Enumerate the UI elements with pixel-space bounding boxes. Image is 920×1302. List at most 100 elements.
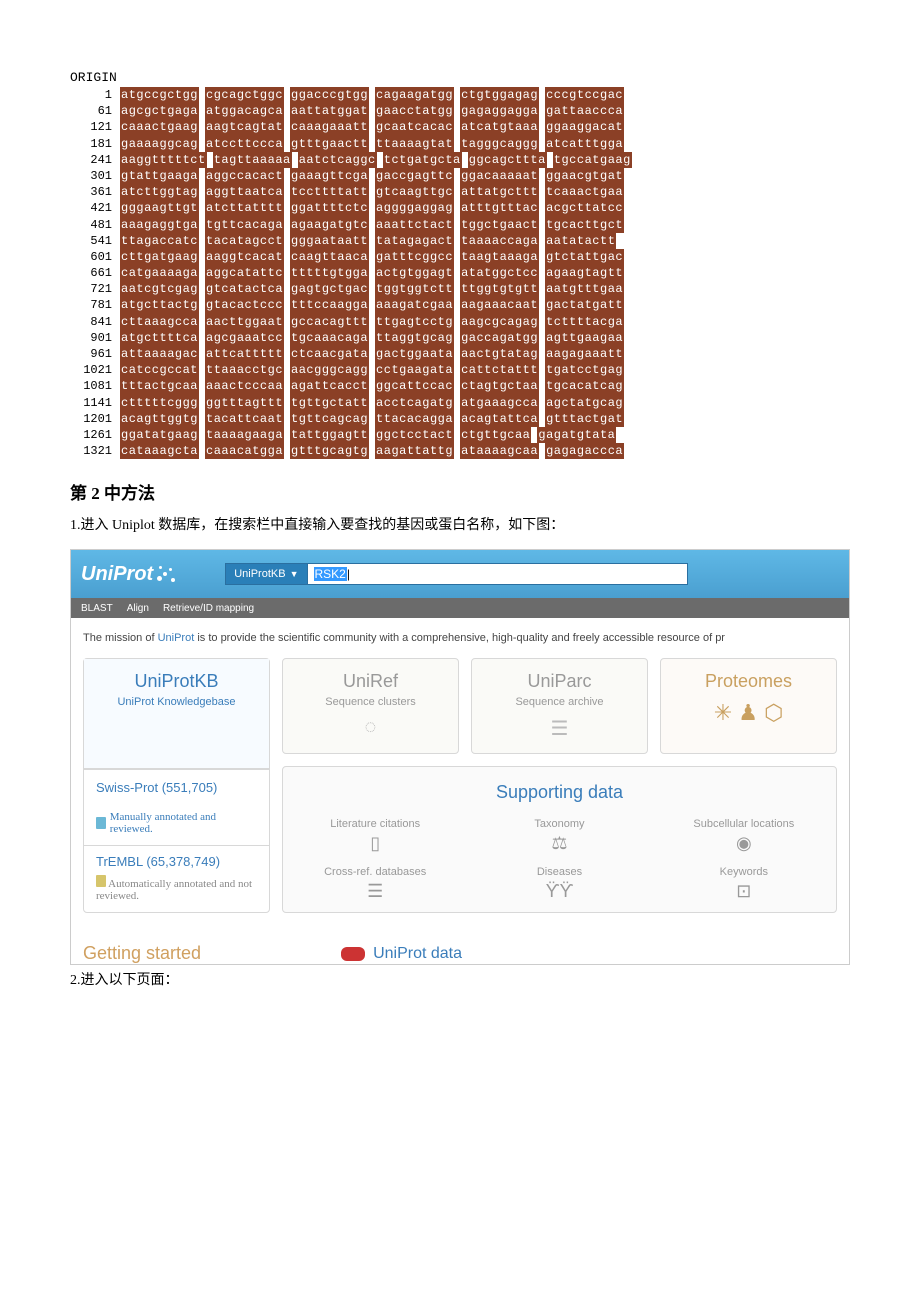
- lit-citations[interactable]: Literature citations ▯: [283, 818, 467, 854]
- proteomes-card[interactable]: Proteomes ✳ ♟ ⬡: [660, 658, 837, 754]
- top-cards: UniRef Sequence clusters ◌ UniParc Seque…: [282, 658, 837, 754]
- crossref[interactable]: Cross-ref. databases ☰: [283, 866, 467, 902]
- sequence-block: cagaagatgg: [375, 87, 454, 103]
- sequence-position: 121: [70, 119, 120, 135]
- subcellular[interactable]: Subcellular locations ◉: [652, 818, 836, 854]
- sequence-block: gtctattgac: [545, 249, 624, 265]
- uniprot-data[interactable]: UniProt data: [341, 945, 462, 963]
- getting-started[interactable]: Getting started: [83, 943, 201, 964]
- sequence-row: 721aatcgtcgaggtcatactcagagtgctgactggtggt…: [70, 281, 850, 297]
- cards-row: UniProtKB UniProt Knowledgebase Swiss-Pr…: [71, 658, 849, 923]
- search-input[interactable]: RSK2|: [308, 563, 688, 585]
- sequence-block: gtttgcagtg: [290, 443, 369, 459]
- sequence-block: ggcagcttta: [468, 152, 547, 168]
- sequence-block: tcaaactgaa: [545, 184, 624, 200]
- sequence-block: gtttgaactt: [290, 136, 369, 152]
- uniprotkb-card[interactable]: UniProtKB UniProt Knowledgebase: [84, 659, 269, 769]
- nav-blast[interactable]: BLAST: [81, 603, 113, 614]
- sequence-position: 661: [70, 265, 120, 281]
- sequence-block: ggaaggacat: [545, 119, 624, 135]
- sequence-block: tttttgtgga: [290, 265, 369, 281]
- sequence-row: 61agcgctgagaatggacagcaaattatggatgaacctat…: [70, 103, 850, 119]
- sequence-block: atgcttactg: [120, 297, 199, 313]
- uniprotkb-sub: UniProt Knowledgebase: [92, 696, 261, 708]
- sequence-block: atcatttgga: [545, 136, 624, 152]
- sequence-row: 241aaggtttttcttagttaaaaaaatctcaggctctgat…: [70, 152, 850, 168]
- sequence-block: ctgtggagag: [460, 87, 539, 103]
- sequence-block: aaagaggtga: [120, 217, 199, 233]
- search-dropdown[interactable]: UniProtKB ▼: [225, 563, 307, 585]
- sequence-block: gactatgatt: [545, 297, 624, 313]
- sequence-block: cccgtccgac: [545, 87, 624, 103]
- sequence-block: agcgaaatcc: [205, 330, 284, 346]
- right-column: UniRef Sequence clusters ◌ UniParc Seque…: [282, 658, 837, 913]
- sequence-block: aggttaatca: [205, 184, 284, 200]
- sequence-row: 1321cataaagctacaaacatggagtttgcagtgaagatt…: [70, 443, 850, 459]
- keywords[interactable]: Keywords ⊡: [652, 866, 836, 902]
- sequence-row: 961attaaaagacattcatttttctcaacgatagactgga…: [70, 346, 850, 362]
- sequence-block: agaagatgtc: [290, 217, 369, 233]
- nav-retrieve[interactable]: Retrieve/ID mapping: [163, 603, 254, 614]
- sequence-block: attcattttt: [205, 346, 284, 362]
- proteome-icon: ✳ ♟ ⬡: [669, 700, 828, 726]
- sequence-block: gagagaccca: [545, 443, 624, 459]
- sequence-block: aactgtatag: [460, 346, 539, 362]
- sequence-block: tagttaaaaa: [213, 152, 292, 168]
- nav-align[interactable]: Align: [127, 603, 149, 614]
- sequence-block: agctatgcag: [545, 395, 624, 411]
- sequence-block: gggaagttgt: [120, 200, 199, 216]
- sequence-block: tgttgctatt: [290, 395, 369, 411]
- sequence-block: gtcatactca: [205, 281, 284, 297]
- sequence-block: cattctattt: [460, 362, 539, 378]
- sequence-block: ggattttctc: [290, 200, 369, 216]
- sequence-block: gagtgctgac: [290, 281, 369, 297]
- bottom-row: Getting started UniProt data: [71, 923, 849, 964]
- sequence-block: aagaaacaat: [460, 297, 539, 313]
- uniprot-link[interactable]: UniProt: [158, 632, 195, 644]
- sequence-block: atcttatttt: [205, 200, 284, 216]
- sequence-block: aatcgtcgag: [120, 281, 199, 297]
- sequence-block: ttggtgtgtt: [460, 281, 539, 297]
- chevron-down-icon: ▼: [290, 569, 299, 579]
- cell-icon: ◉: [652, 833, 836, 854]
- sequence-block: cttgatgaag: [120, 249, 199, 265]
- sequence-position: 781: [70, 297, 120, 313]
- sequence-block: ggcattccac: [375, 378, 454, 394]
- sequence-position: 181: [70, 136, 120, 152]
- uniprot-logo[interactable]: UniProt: [81, 563, 153, 586]
- sequence-block: atgaaagcca: [460, 395, 539, 411]
- sequence-block: gaaaaggcag: [120, 136, 199, 152]
- sequence-position: 1: [70, 87, 120, 103]
- sequence-row: 1201acagttggtgtacattcaattgttcagcagttacac…: [70, 411, 850, 427]
- sequence-block: gaacctatgg: [375, 103, 454, 119]
- sequence-block: gaccagatgg: [460, 330, 539, 346]
- sequence-block: acagttggtg: [120, 411, 199, 427]
- diseases[interactable]: Diseases ϔϔ: [467, 866, 651, 902]
- sequence-row: 121caaactgaagaagtcagtatcaaagaaattgcaatca…: [70, 119, 850, 135]
- origin-section: ORIGIN 1atgccgctggcgcagctggcggacccgtggca…: [70, 70, 850, 459]
- sequence-block: attaaaagac: [120, 346, 199, 362]
- trembl-link[interactable]: TrEMBL (65,378,749): [84, 845, 269, 871]
- uniprot-screenshot: UniProt UniProtKB ▼ RSK2| BLAST Align Re…: [70, 549, 850, 965]
- sequence-block: atatggctcc: [460, 265, 539, 281]
- sequence-block: tccttttatt: [290, 184, 369, 200]
- sequence-block: tctgatgcta: [383, 152, 462, 168]
- sequence-block: tgttcagcag: [290, 411, 369, 427]
- sequence-block: gtacactccc: [205, 297, 284, 313]
- sequence-position: 541: [70, 233, 120, 249]
- taxonomy[interactable]: Taxonomy ⚖: [467, 818, 651, 854]
- db-icon: ☰: [283, 881, 467, 902]
- sequence-block: tacatagcct: [205, 233, 284, 249]
- sequence-block: tgcaaacaga: [290, 330, 369, 346]
- sequence-block: caaagaaatt: [290, 119, 369, 135]
- uniref-card[interactable]: UniRef Sequence clusters ◌: [282, 658, 459, 754]
- sequence-block: atcatgtaaa: [460, 119, 539, 135]
- sequence-row: 1261ggatatgaagtaaaagaagatattggagttggctcc…: [70, 427, 850, 443]
- uniparc-card[interactable]: UniParc Sequence archive ☰: [471, 658, 648, 754]
- sequence-container: 1atgccgctggcgcagctggcggacccgtggcagaagatg…: [70, 87, 850, 459]
- sequence-position: 241: [70, 152, 120, 168]
- method-heading: 第 2 中方法: [70, 479, 850, 504]
- sequence-row: 1021catccgccatttaaacctgcaacgggcaggcctgaa…: [70, 362, 850, 378]
- swissprot-link[interactable]: Swiss-Prot (551,705): [84, 769, 269, 805]
- sequence-block: gccacagttt: [290, 314, 369, 330]
